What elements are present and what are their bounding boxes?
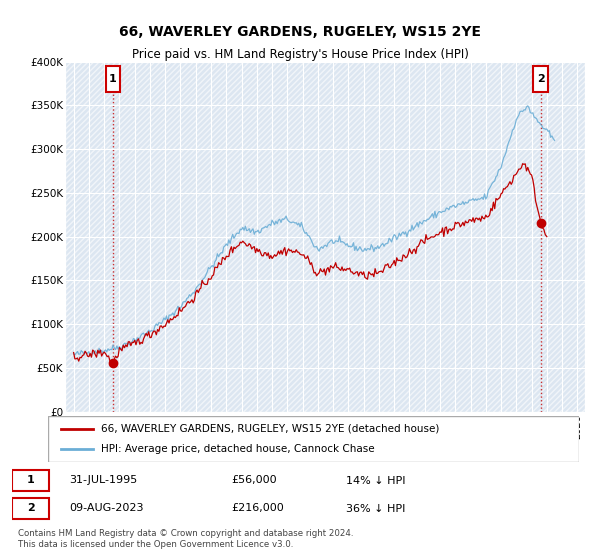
Bar bbox=[12, 498, 49, 519]
Text: Price paid vs. HM Land Registry's House Price Index (HPI): Price paid vs. HM Land Registry's House … bbox=[131, 48, 469, 60]
Text: 2: 2 bbox=[27, 503, 35, 514]
Text: 66, WAVERLEY GARDENS, RUGELEY, WS15 2YE (detached house): 66, WAVERLEY GARDENS, RUGELEY, WS15 2YE … bbox=[101, 424, 439, 434]
Text: 36% ↓ HPI: 36% ↓ HPI bbox=[346, 503, 406, 514]
Text: HPI: Average price, detached house, Cannock Chase: HPI: Average price, detached house, Cann… bbox=[101, 444, 375, 454]
Text: 66, WAVERLEY GARDENS, RUGELEY, WS15 2YE: 66, WAVERLEY GARDENS, RUGELEY, WS15 2YE bbox=[119, 25, 481, 39]
Bar bbox=[106, 66, 120, 92]
Text: 1: 1 bbox=[109, 74, 117, 83]
Bar bbox=[533, 66, 548, 92]
Text: 09-AUG-2023: 09-AUG-2023 bbox=[70, 503, 144, 514]
Text: 1: 1 bbox=[27, 475, 35, 486]
Text: Contains HM Land Registry data © Crown copyright and database right 2024.
This d: Contains HM Land Registry data © Crown c… bbox=[18, 529, 353, 549]
Text: 14% ↓ HPI: 14% ↓ HPI bbox=[346, 475, 406, 486]
Text: £216,000: £216,000 bbox=[231, 503, 284, 514]
Text: 31-JUL-1995: 31-JUL-1995 bbox=[70, 475, 138, 486]
Text: 2: 2 bbox=[537, 74, 545, 83]
Bar bbox=[12, 470, 49, 491]
Text: £56,000: £56,000 bbox=[231, 475, 277, 486]
